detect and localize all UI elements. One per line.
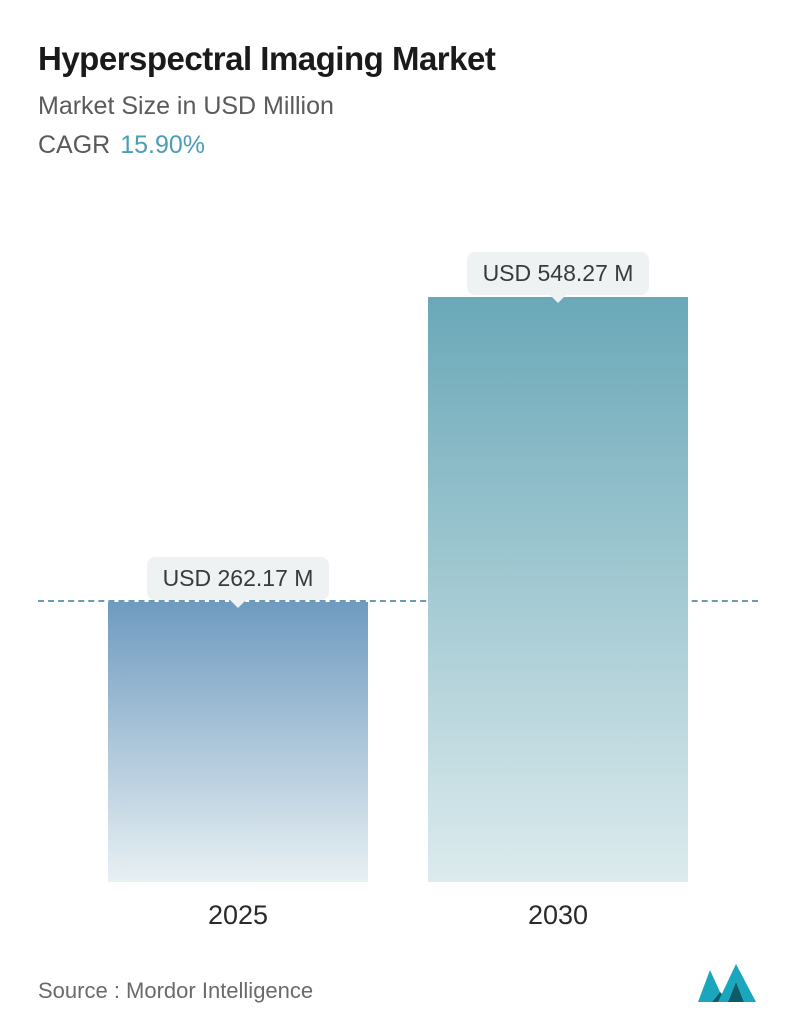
- chart-container: Hyperspectral Imaging Market Market Size…: [0, 0, 796, 1034]
- chart-subtitle: Market Size in USD Million: [38, 92, 758, 121]
- bar-column: USD 548.27 M: [428, 252, 688, 882]
- bar-value-label: USD 262.17 M: [147, 557, 330, 600]
- x-axis-label: 2025: [108, 882, 368, 942]
- bars-wrapper: USD 262.17 M USD 548.27 M: [38, 242, 758, 882]
- chart-plot-area: USD 262.17 M USD 548.27 M 2025 2030: [38, 200, 758, 942]
- bar: [428, 297, 688, 882]
- cagr-label: CAGR: [38, 131, 110, 159]
- chart-footer: Source : Mordor Intelligence: [38, 942, 758, 1004]
- mordor-logo-icon: [696, 962, 758, 1004]
- x-axis: 2025 2030: [38, 882, 758, 942]
- source-label: Source : Mordor Intelligence: [38, 978, 313, 1004]
- cagr-value: 15.90%: [120, 131, 205, 159]
- x-axis-label: 2030: [428, 882, 688, 942]
- chart-title: Hyperspectral Imaging Market: [38, 40, 758, 78]
- cagr-row: CAGR 15.90%: [38, 131, 758, 160]
- bar-column: USD 262.17 M: [108, 557, 368, 882]
- bar: [108, 602, 368, 882]
- bar-value-label: USD 548.27 M: [467, 252, 650, 295]
